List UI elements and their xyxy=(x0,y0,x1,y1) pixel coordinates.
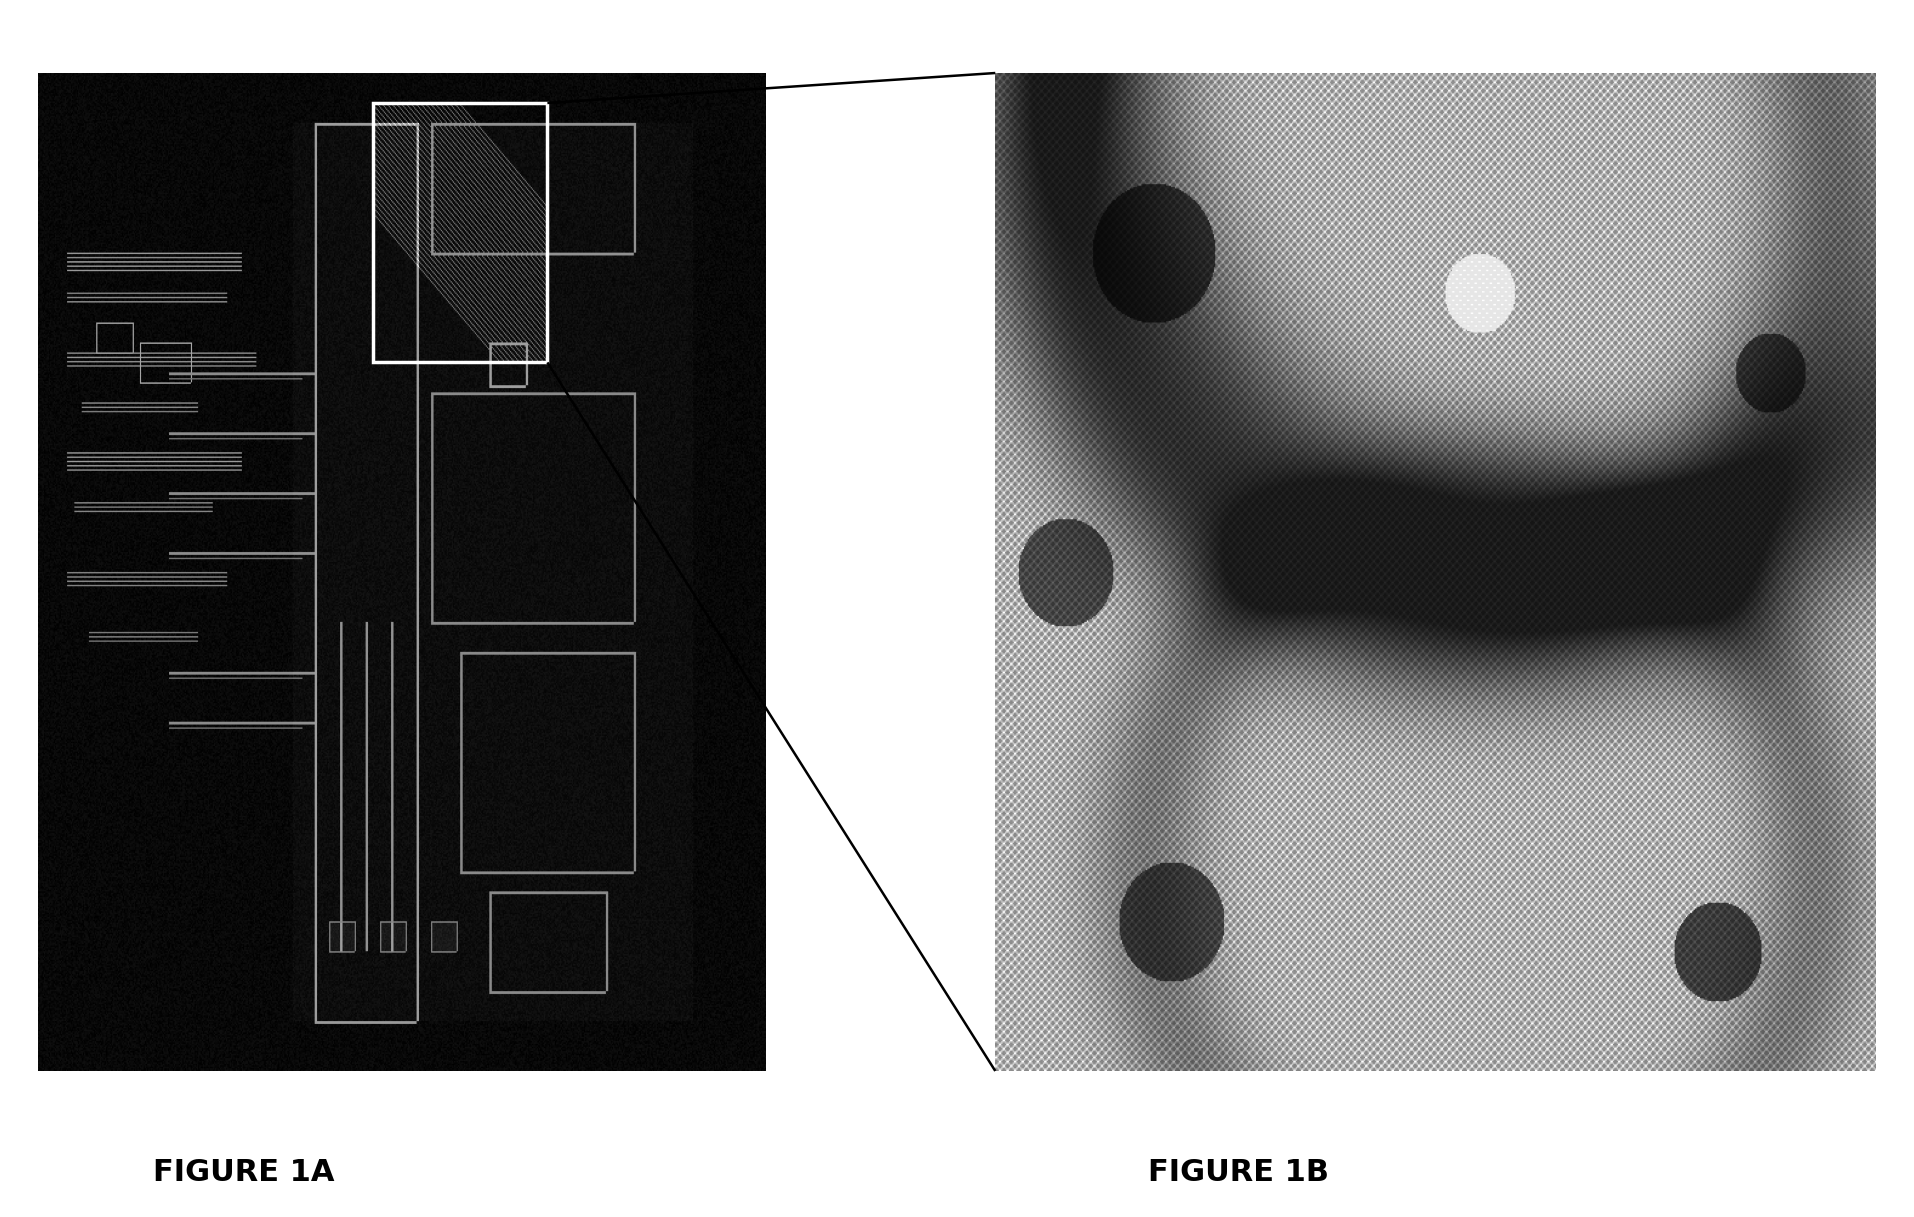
Text: FIGURE 1B: FIGURE 1B xyxy=(1148,1157,1330,1187)
Text: FIGURE 1A: FIGURE 1A xyxy=(153,1157,335,1187)
Bar xyxy=(373,103,547,363)
